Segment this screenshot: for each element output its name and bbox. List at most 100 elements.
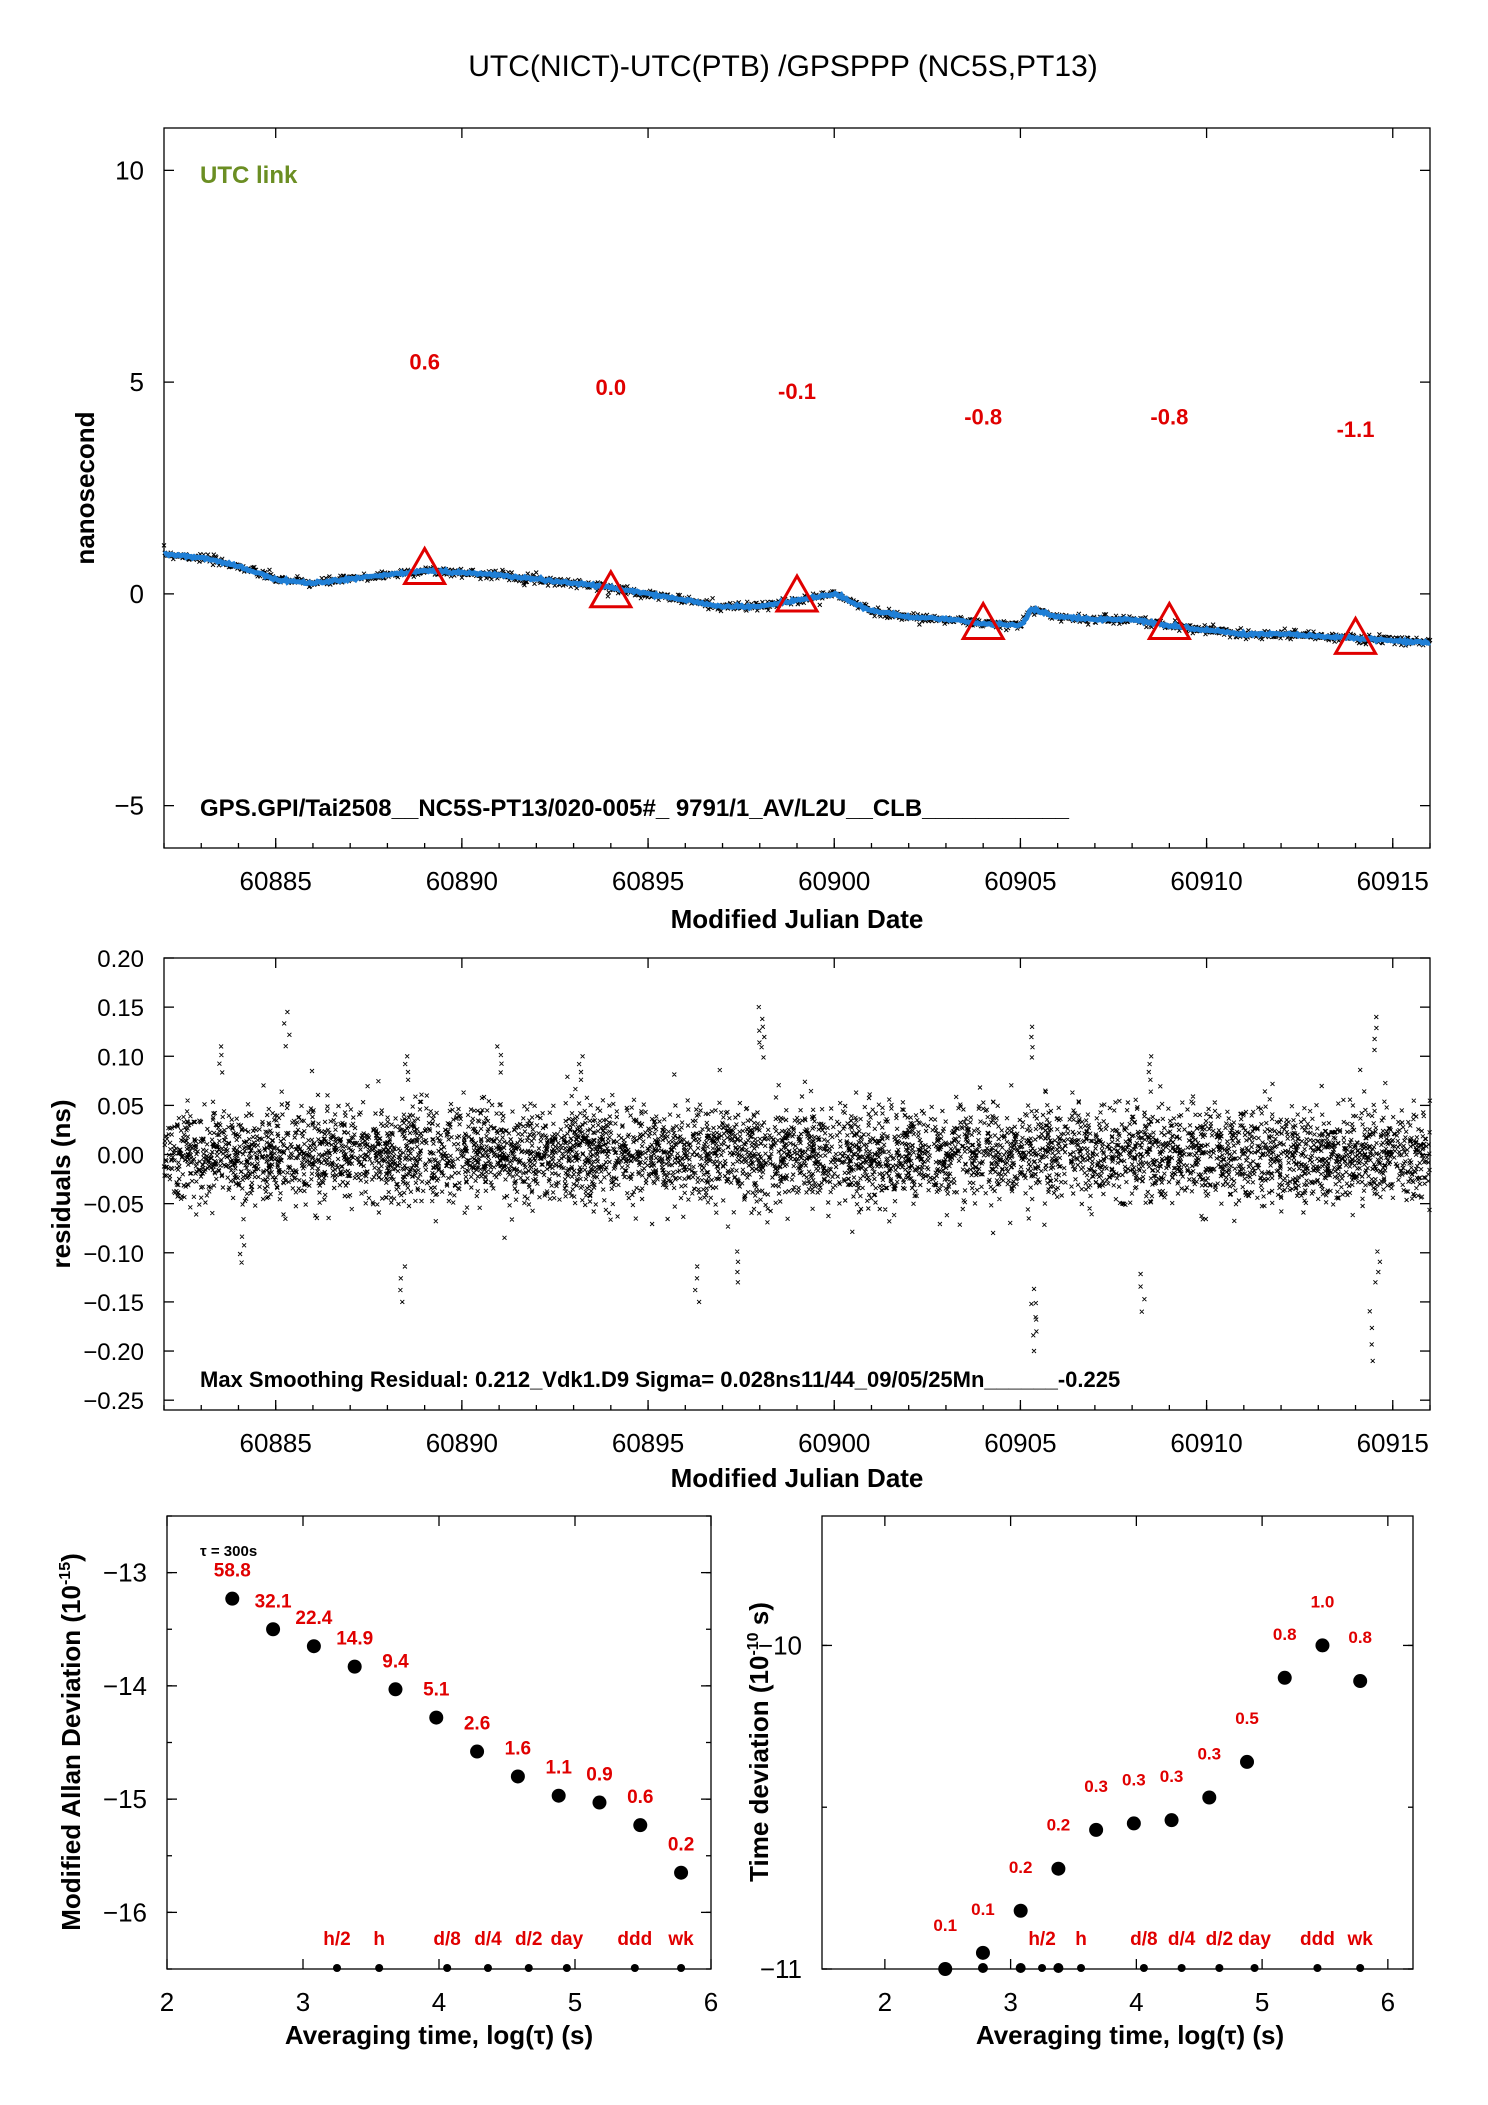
plot-frame <box>821 1515 1414 1970</box>
x-tick-label: 5 <box>1255 1987 1269 2017</box>
time-mark-dot <box>1139 1964 1148 1972</box>
plot-frame <box>163 127 1431 849</box>
y-tick-label: −10 <box>758 1630 802 1660</box>
y-tick-label: 0.00 <box>97 1143 144 1170</box>
y-tick-labels: −13 −14 −15 −16 <box>103 1558 147 1928</box>
y-axis-label: Modified Allan Deviation (10-15) <box>56 1553 86 1931</box>
point-value-label: 0.2 <box>668 1835 694 1856</box>
y-tick-label: −15 <box>103 1784 147 1814</box>
y-tick-label: −5 <box>114 791 144 821</box>
baseline-dot <box>977 1963 988 1973</box>
axis-ticks <box>166 1515 712 1970</box>
triangle-value-label: -0.1 <box>778 379 816 404</box>
time-mark-dot <box>1077 1964 1086 1972</box>
x-tick-label: 60910 <box>1170 1428 1242 1458</box>
point-value-label: 0.8 <box>1273 1625 1297 1644</box>
time-mark-dot <box>1250 1964 1259 1972</box>
point-value-label: 0.1 <box>933 1916 957 1935</box>
x-axis-label: Modified Julian Date <box>671 904 924 934</box>
y-tick-label: 0 <box>130 579 144 609</box>
x-tick-label: 60890 <box>426 1428 498 1458</box>
y-axis-label: residuals (ns) <box>46 1099 76 1268</box>
time-mark-dot <box>1313 1964 1322 1972</box>
time-mark-dot <box>677 1964 686 1972</box>
x-tick-labels: 60885 60890 60895 60900 60905 60910 60915 <box>240 1428 1429 1458</box>
triangle-marker <box>960 600 1006 641</box>
triangle-value-label: 0.6 <box>409 349 440 374</box>
y-tick-label: −0.25 <box>83 1388 144 1415</box>
time-mark-label: h <box>373 1929 385 1950</box>
deviation-point <box>1202 1790 1217 1805</box>
time-mark-dot <box>1215 1964 1224 1972</box>
x-tick-label: 2 <box>878 1987 892 2017</box>
time-mark-label: ddd <box>1300 1929 1335 1950</box>
triangle-value-label: 0.0 <box>596 375 627 400</box>
time-mark-label: wk <box>667 1929 694 1950</box>
panel-time-series: 10 5 0 −5 60885 60890 60895 60900 60905 60910 609… <box>70 127 1433 934</box>
deviation-point <box>510 1769 525 1784</box>
time-mark-dot <box>375 1964 384 1972</box>
point-value-label: 0.3 <box>1197 1745 1221 1764</box>
deviation-point <box>1277 1670 1292 1685</box>
time-mark-label: d/4 <box>1168 1929 1196 1950</box>
y-tick-label: 0.10 <box>97 1044 144 1071</box>
deviation-point <box>674 1865 689 1880</box>
time-mark-label: d/4 <box>474 1929 502 1950</box>
time-mark-dot <box>1038 1964 1047 1972</box>
time-mark-dot <box>630 1964 639 1972</box>
triangle-marker <box>1146 600 1192 641</box>
x-tick-label: 4 <box>432 1987 446 2017</box>
point-value-label: 1.6 <box>505 1738 531 1759</box>
y-tick-label: −16 <box>103 1897 147 1927</box>
x-tick-label: 60915 <box>1357 866 1429 896</box>
x-tick-label: 60885 <box>240 1428 312 1458</box>
point-value-labels: 0.1 0.1 0.2 0.2 0.3 0.3 0.3 0.3 0.5 0.8 1.0 0.8 <box>933 1592 1372 1935</box>
x-axis-label: Averaging time, log(τ) (s) <box>285 2020 593 2050</box>
x-tick-labels: 60885 60890 60895 60900 60905 60910 60915 <box>240 866 1429 896</box>
triangle-value-label: -0.8 <box>1150 404 1188 429</box>
point-value-label: 0.5 <box>1235 1709 1259 1728</box>
point-value-label: 9.4 <box>382 1651 409 1672</box>
smoothed-series-line <box>162 550 1431 647</box>
x-tick-label: 3 <box>296 1987 310 2017</box>
point-value-label: 0.2 <box>1047 1816 1071 1835</box>
y-axis-label: nanosecond <box>70 411 100 564</box>
residual-summary: Max Smoothing Residual: 0.212_Vdk1.D9 Si… <box>200 1367 1120 1392</box>
x-tick-label: 60905 <box>984 866 1056 896</box>
x-tick-label: 5 <box>568 1987 582 2017</box>
y-tick-labels: 0.20 0.15 0.10 0.05 0.00 −0.05 −0.10 −0.15 −0.20… <box>83 946 144 1415</box>
point-value-label: 0.8 <box>1348 1628 1372 1647</box>
y-tick-label: 10 <box>115 155 144 185</box>
y-tick-label: 0.15 <box>97 995 144 1022</box>
point-value-label: 1.1 <box>545 1758 572 1779</box>
point-value-label: 0.2 <box>1009 1858 1033 1877</box>
point-value-label: 1.0 <box>1311 1592 1335 1611</box>
plot-frame <box>163 957 1431 1411</box>
point-value-label: 0.3 <box>1160 1767 1184 1786</box>
y-axis-label: Time deviation (10-10 s) <box>744 1602 774 1882</box>
deviation-point <box>470 1744 485 1759</box>
time-mark-label: day <box>1238 1929 1271 1950</box>
deviation-point <box>975 1945 990 1960</box>
point-value-label: 2.6 <box>464 1714 490 1735</box>
x-tick-label: 4 <box>1129 1987 1143 2017</box>
x-tick-label: 3 <box>1003 1987 1017 2017</box>
point-value-labels: 58.832.122.414.9 9.4 5.1 2.6 1.6 1.1 0.9 0.6 0.2 <box>214 1561 695 1856</box>
time-mark-label: ddd <box>617 1929 652 1950</box>
time-mark-dot <box>1356 1964 1365 1972</box>
deviation-point <box>1240 1754 1255 1769</box>
triangle-value-labels: 0.6 0.0 -0.1 -0.8 -0.8 -1.1 <box>409 349 1374 442</box>
triangle-value-label: -0.8 <box>964 404 1002 429</box>
x-tick-label: 60890 <box>426 866 498 896</box>
panel-time-deviation: −10 −11 2 3 4 5 6 0.1 0.1 0.2 0.2 0.3 0.3 0.3 0.3 0.5… <box>744 1515 1414 2050</box>
point-value-label: 14.9 <box>336 1629 373 1650</box>
deviation-point <box>1353 1674 1368 1689</box>
time-mark-dot <box>1177 1964 1186 1972</box>
chart-title: UTC(NICT)-UTC(PTB) /GPSPPP (NC5S,PT13) <box>468 50 1098 83</box>
point-value-label: 0.9 <box>586 1765 612 1786</box>
x-tick-label: 60885 <box>240 866 312 896</box>
time-mark-dot <box>333 1964 341 1972</box>
deviation-point <box>633 1818 648 1833</box>
time-mark-label: day <box>550 1929 583 1950</box>
